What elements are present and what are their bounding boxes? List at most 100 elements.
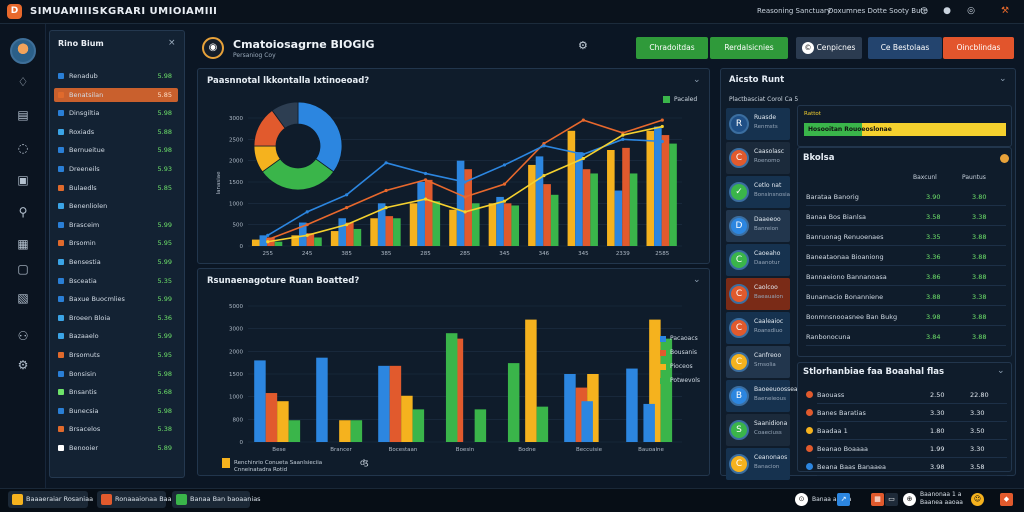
chart1-point [305,233,309,237]
settings-icon[interactable]: ⚙ [17,358,29,372]
chevron-down-icon-2[interactable]: ⌄ [693,275,701,285]
stats-cell-v1: 3.90 [926,193,941,201]
sidebar-item-swatch [58,110,64,117]
sidebar-item-1[interactable]: Benatsilan 5.85 [54,87,178,102]
stats-cell-v1: 3.35 [926,233,941,241]
sidebar-item-20[interactable]: Benooier 5.89 [54,441,178,455]
summary-table-row[interactable]: Beana Baas Banaaea 3.98 3.58 [817,460,1007,476]
sidebar-item-4[interactable]: Bernueitue 5.98 [54,143,178,157]
sidebar-item-18[interactable]: Bunecsia 5.98 [54,404,178,418]
tray-icon-3[interactable]: ▦ [871,493,884,506]
sidebar-item-7[interactable]: Benenliolen [54,199,178,213]
diamond-icon[interactable]: ♢ [17,75,29,89]
chart1-point [502,163,507,167]
app-logo-icon[interactable]: D [7,4,22,19]
stats-table-title: Bkolsa [803,153,835,163]
sidebar-item-swatch [58,352,64,358]
sidebar-item-11[interactable]: Bsceatia 5.35 [54,274,178,288]
header-button-5[interactable]: Oincblindas [943,37,1014,59]
stats-table-row[interactable]: Ranbonocuna 3.84 3.88 [806,330,1006,346]
file-icon[interactable]: ▧ [17,291,29,305]
sidebar-item-2[interactable]: Dinsgiltia 5.98 [54,106,178,120]
sidebar-item-14[interactable]: Bazaaelo 5.99 [54,329,178,343]
stats-table-row[interactable]: Banaa Bos Bianlsa 3.58 3.38 [806,210,1006,226]
summary-cell-v1: 3.98 [930,463,945,471]
stats-table-row[interactable]: Baneataonaa Bioaniong 3.36 3.88 [806,250,1006,266]
chevron-down-icon-4[interactable]: ⌄ [997,366,1005,376]
document-icon[interactable]: ▦ [17,237,29,251]
avatar[interactable] [10,38,36,64]
header-button-3[interactable]: Cenpicnes [796,37,862,59]
sidebar-item-label: Dinsgiltia [69,109,100,118]
sidebar-item-0[interactable]: Renadub 5.98 [54,69,178,83]
chart2-ytick: 0 [240,440,244,446]
top-link-1[interactable]: Reasoning Sanctuary [757,7,832,15]
sidebar-item-12[interactable]: Baxue Buocmlies 5.99 [54,292,178,306]
tray-icon-1[interactable]: ⊙ [795,493,808,506]
sidebar-item-value: 5.35 [157,276,172,285]
bolt-icon[interactable]: ▣ [17,173,29,187]
chart2-bar [288,420,301,442]
tray-icon-4[interactable]: ▭ [885,493,898,506]
chart1-point [305,223,309,227]
sidebar-item-15[interactable]: Brsomuts 5.95 [54,348,178,362]
summary-row-icon [806,463,813,470]
sidebar-item-5[interactable]: Dreeneils 5.93 [54,162,178,176]
chat-icon[interactable]: ◌ [17,141,29,155]
chart1-point [660,118,664,122]
sidebar-item-9[interactable]: Brsomin 5.95 [54,236,178,250]
sidebar-item-3[interactable]: Roxiads 5.88 [54,125,178,139]
tray-icon-6[interactable]: ☺ [971,493,984,506]
top-link-2[interactable]: Doxumnes Dotte Sooty Bute [828,7,928,15]
tray-icon-2[interactable]: ↗ [837,493,850,506]
header-button-2[interactable]: Rerdalsicnies [710,37,788,59]
sidebar-item-8[interactable]: Brasceim 5.99 [54,218,178,232]
chevron-down-icon[interactable]: ⌄ [693,75,701,85]
summary-table-row[interactable]: Baadaa 1 1.80 3.50 [817,424,1007,440]
sidebar-item-19[interactable]: Brsacelos 5.38 [54,422,178,436]
stats-table-row[interactable]: Banruonag Renuoenaes 3.35 3.88 [806,230,1006,246]
chart2-legend-swatch [660,336,666,342]
people-icon[interactable]: ⚇ [17,329,29,343]
info-icon[interactable] [1000,154,1009,163]
summary-cell-v1: 1.99 [930,445,945,453]
summary-table-row[interactable]: Baouass 2.50 22.80 [817,388,1007,404]
sidebar-item-17[interactable]: Bnsantis 5.68 [54,385,178,399]
chart2-legend-swatch [660,350,666,356]
chart2-xtick: Brancer [330,447,352,453]
layers-icon[interactable]: ▤ [17,108,29,122]
search-icon[interactable]: ⚲ [18,205,28,219]
header-button-4[interactable]: Ce Bestolaas [868,37,942,59]
header-button-1[interactable]: Chradoitdas [636,37,708,59]
task-item-1[interactable]: Baaaeraiar Rosaniaa [8,491,93,508]
sidebar-item-10[interactable]: Bensestia 5.99 [54,255,178,269]
sidebar-item-swatch [58,407,64,414]
chart2-bar [339,420,351,442]
sidebar-item-13[interactable]: Broeen Bloia 5.36 [54,311,178,325]
tray-icon-5[interactable]: ⊕ [903,493,916,506]
user-icon[interactable]: ● [943,6,951,16]
image-icon[interactable]: ▢ [17,262,29,276]
stats-table-row[interactable]: Bonmnsnooasnee Ban Bukg 3.98 3.88 [806,310,1006,326]
task-item-3[interactable]: Banaa Ban baoaanias [172,491,261,508]
chart1-donut-slice [271,101,299,129]
stats-cell-v1: 3.36 [926,253,941,261]
summary-table-row[interactable]: Banes Baratias 3.30 3.30 [817,406,1007,422]
close-icon[interactable]: × [168,38,176,48]
chevron-down-icon-3[interactable]: ⌄ [999,74,1007,84]
notifications-icon[interactable]: ◎ [967,6,975,16]
sidebar-item-6[interactable]: Bulaedls 5.85 [54,181,178,195]
stats-table-row[interactable]: Bunamacio Bonanniene 3.88 3.38 [806,290,1006,306]
hammer-icon[interactable]: ⚒ [1000,6,1010,16]
tray-icon-7[interactable]: ◆ [1000,493,1013,506]
summary-table-row[interactable]: Beanao Boaaaa 1.99 3.30 [817,442,1007,458]
task-item-2[interactable]: Ronaaaionaa Baananis [97,491,189,508]
stats-table-row[interactable]: Bannaeiono Bannanoasa 3.86 3.88 [806,270,1006,286]
clock-icon[interactable]: ◷ [920,6,928,16]
chart1-xtick: 346 [539,251,550,257]
sidebar-item-16[interactable]: Bonsisin 5.98 [54,367,178,381]
gear-icon[interactable]: ⚙ [578,39,588,52]
stats-table-row[interactable]: Barataa Banorig 3.90 3.80 [806,190,1006,206]
right-list-subtitle: Roenomo [754,158,780,164]
chart2-svg: 5000 3000 2000 1500 1000 800 0 Bese Brancer Boce… [229,304,682,453]
